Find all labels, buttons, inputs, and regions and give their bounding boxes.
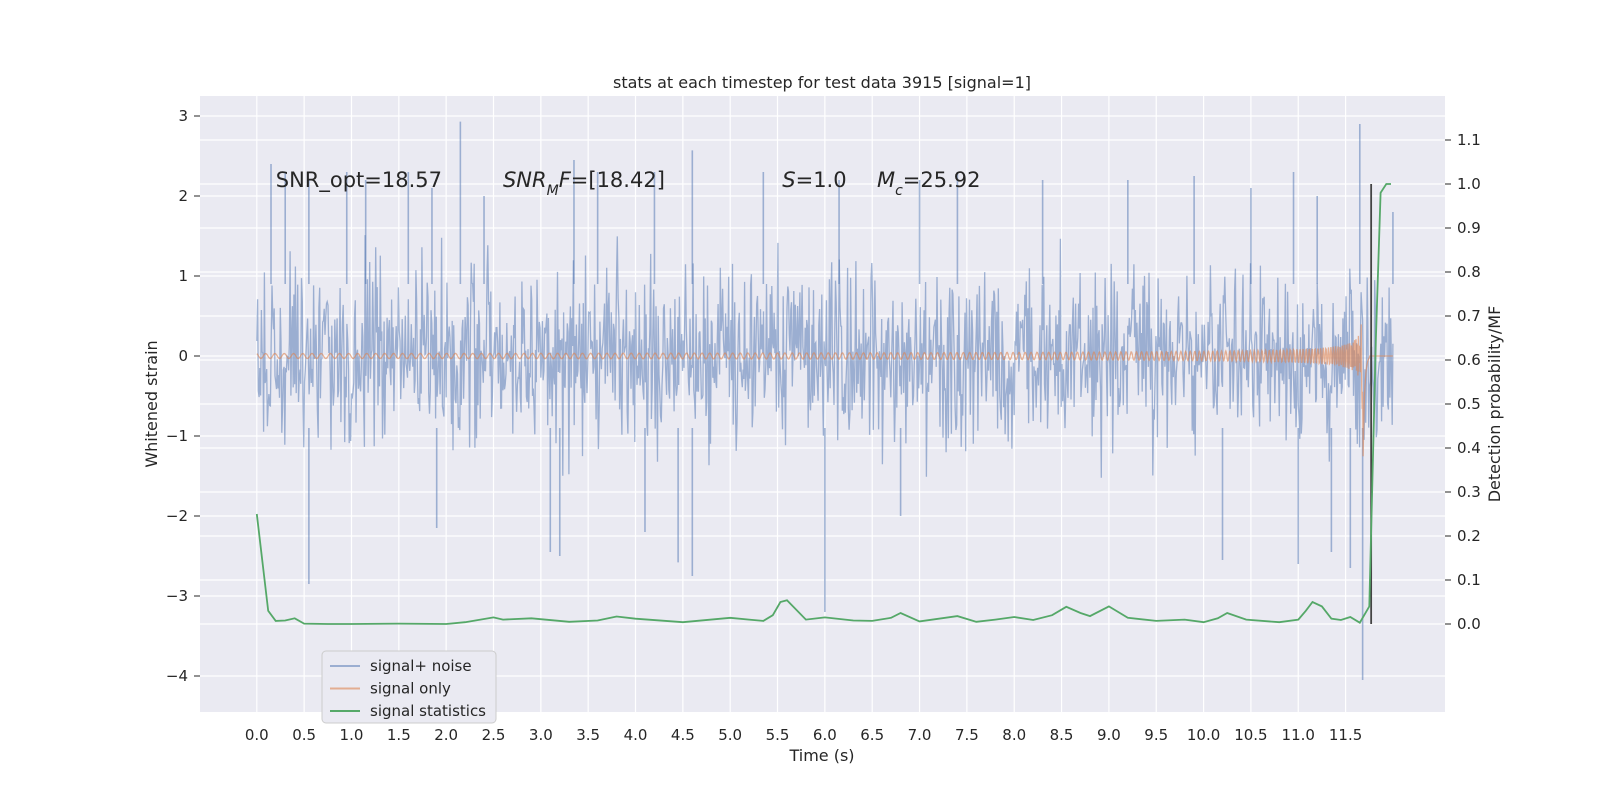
x-tick-label: 6.0 xyxy=(813,726,837,744)
x-tick-label: 4.5 xyxy=(671,726,695,744)
y2-tick-label: 0.7 xyxy=(1457,307,1481,325)
chart-title: stats at each timestep for test data 391… xyxy=(613,73,1031,92)
x-tick-label: 11.5 xyxy=(1329,726,1362,744)
annotation-part: M xyxy=(877,168,895,192)
legend-label: signal only xyxy=(370,680,451,698)
annotation: SNRMF=[18.42] xyxy=(503,168,665,199)
annotation-part: M xyxy=(547,183,559,199)
y2-axis-label: Detection probability/MF xyxy=(1485,306,1504,503)
y2-tick-label: 0.0 xyxy=(1457,615,1481,633)
annotations: SNR_opt=18.57 SNRMF=[18.42] S=1.0 Mc=25.92 xyxy=(276,168,981,199)
annotation-part: SNR xyxy=(503,168,547,192)
annotation-part: c xyxy=(895,183,903,199)
y-tick-label: −3 xyxy=(166,587,188,605)
annotation: Mc=25.92 xyxy=(877,168,981,199)
x-tick-label: 5.5 xyxy=(766,726,790,744)
x-tick-label: 9.0 xyxy=(1097,726,1121,744)
legend-label: signal+ noise xyxy=(370,657,472,675)
x-tick-label: 2.5 xyxy=(482,726,506,744)
y2-tick-label: 0.9 xyxy=(1457,219,1481,237)
x-tick-label: 10.5 xyxy=(1234,726,1267,744)
y2-tick-label: 0.5 xyxy=(1457,395,1481,413)
y-tick-label: 1 xyxy=(178,267,188,285)
x-tick-label: 1.0 xyxy=(340,726,364,744)
y-axis-label: Whitened strain xyxy=(142,340,161,467)
x-tick-label: 7.5 xyxy=(955,726,979,744)
x-axis-label: Time (s) xyxy=(788,746,854,765)
x-tick-label: 11.0 xyxy=(1282,726,1315,744)
x-tick-label: 6.5 xyxy=(860,726,884,744)
y-tick-label: 3 xyxy=(178,107,188,125)
axis-ticks: 0.0 0.5 1.0 1.5 2.0 2.5 3.0 3.5 4.0 4.5 5.0 5.5 6.0 6… xyxy=(166,107,1481,744)
x-tick-label: 2.0 xyxy=(434,726,458,744)
annotation-part: F xyxy=(559,168,572,192)
y2-tick-label: 0.3 xyxy=(1457,483,1481,501)
annotation: S=1.0 xyxy=(782,168,846,192)
annotation-part: S xyxy=(782,168,795,192)
legend-box xyxy=(321,650,497,724)
y2-tick-label: 1.1 xyxy=(1457,131,1481,149)
annotation-part: =25.92 xyxy=(903,168,981,192)
annotation-part: =[18.42] xyxy=(571,168,665,192)
annotation-part: SNR_opt=18.57 xyxy=(276,168,442,193)
legend: signal+ noise signal only signal statistic… xyxy=(321,650,497,724)
x-tick-label: 7.0 xyxy=(908,726,932,744)
data-layer xyxy=(255,121,1394,680)
legend-label: signal statistics xyxy=(370,702,486,720)
y2-tick-label: 0.1 xyxy=(1457,571,1481,589)
x-tick-label: 5.0 xyxy=(718,726,742,744)
y-tick-label: −2 xyxy=(166,507,188,525)
x-tick-label: 1.5 xyxy=(387,726,411,744)
grid xyxy=(200,96,1445,712)
x-tick-label: 10.0 xyxy=(1187,726,1220,744)
x-tick-label: 9.5 xyxy=(1144,726,1168,744)
y2-tick-label: 1.0 xyxy=(1457,175,1481,193)
series-signal-only xyxy=(256,324,1393,457)
y2-tick-label: 0.6 xyxy=(1457,351,1481,369)
annotation-part: =1.0 xyxy=(796,168,847,192)
y-tick-label: −1 xyxy=(166,427,188,445)
y-tick-label: −4 xyxy=(166,667,188,685)
series-signal-noise xyxy=(256,235,1394,478)
y-tick-label: 2 xyxy=(178,187,188,205)
y-tick-label: 0 xyxy=(178,347,188,365)
x-tick-label: 3.5 xyxy=(576,726,600,744)
y2-tick-label: 0.2 xyxy=(1457,527,1481,545)
x-tick-label: 0.5 xyxy=(292,726,316,744)
y2-tick-label: 0.8 xyxy=(1457,263,1481,281)
x-tick-label: 0.0 xyxy=(245,726,269,744)
series-signal-statistics xyxy=(255,183,1391,625)
annotation: SNR_opt=18.57 xyxy=(276,168,442,193)
x-tick-label: 8.0 xyxy=(1002,726,1026,744)
x-tick-label: 8.5 xyxy=(1050,726,1074,744)
x-tick-label: 3.0 xyxy=(529,726,553,744)
x-tick-label: 4.0 xyxy=(624,726,648,744)
y2-tick-label: 0.4 xyxy=(1457,439,1481,457)
